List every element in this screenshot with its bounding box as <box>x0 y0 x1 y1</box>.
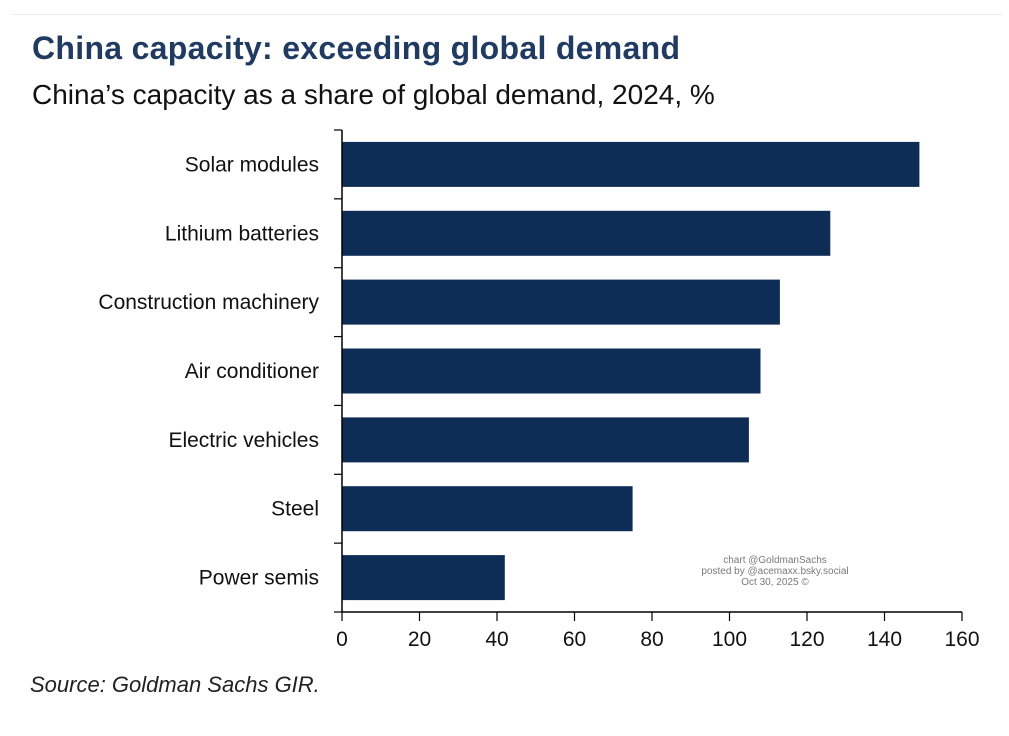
x-tick-label: 160 <box>944 628 979 651</box>
category-label: Power semis <box>199 567 319 590</box>
x-tick-label: 120 <box>789 628 824 651</box>
bar <box>342 210 831 256</box>
x-tick-label: 80 <box>640 628 663 651</box>
category-label: Lithium batteries <box>165 222 319 245</box>
x-tick-label: 140 <box>867 628 902 651</box>
chart-title: China capacity: exceeding global demand <box>32 30 681 66</box>
x-tick-label: 100 <box>712 628 747 651</box>
bar <box>342 348 761 394</box>
category-label: Solar modules <box>185 153 319 176</box>
category-label: Air conditioner <box>185 360 319 383</box>
x-tick-label: 60 <box>563 628 586 651</box>
x-tick-label: 0 <box>336 628 348 651</box>
bar <box>342 486 633 532</box>
category-label: Construction machinery <box>98 291 319 314</box>
bar <box>342 555 505 601</box>
source-note: Source: Goldman Sachs GIR. <box>30 672 320 697</box>
bar <box>342 417 749 463</box>
watermark-line-3: Oct 30, 2025 © <box>741 577 809 588</box>
watermark-line-2: posted by @acemaxx.bsky.social <box>701 566 849 577</box>
x-tick-label: 40 <box>485 628 508 651</box>
category-label: Steel <box>271 498 319 521</box>
x-tick-label: 20 <box>408 628 431 651</box>
bar <box>342 141 920 187</box>
bar <box>342 279 780 325</box>
chart-subtitle: China’s capacity as a share of global de… <box>32 79 715 110</box>
watermark: chart @GoldmanSachs posted by @acemaxx.b… <box>660 555 890 588</box>
watermark-line-1: chart @GoldmanSachs <box>723 555 827 566</box>
category-label: Electric vehicles <box>168 429 319 452</box>
